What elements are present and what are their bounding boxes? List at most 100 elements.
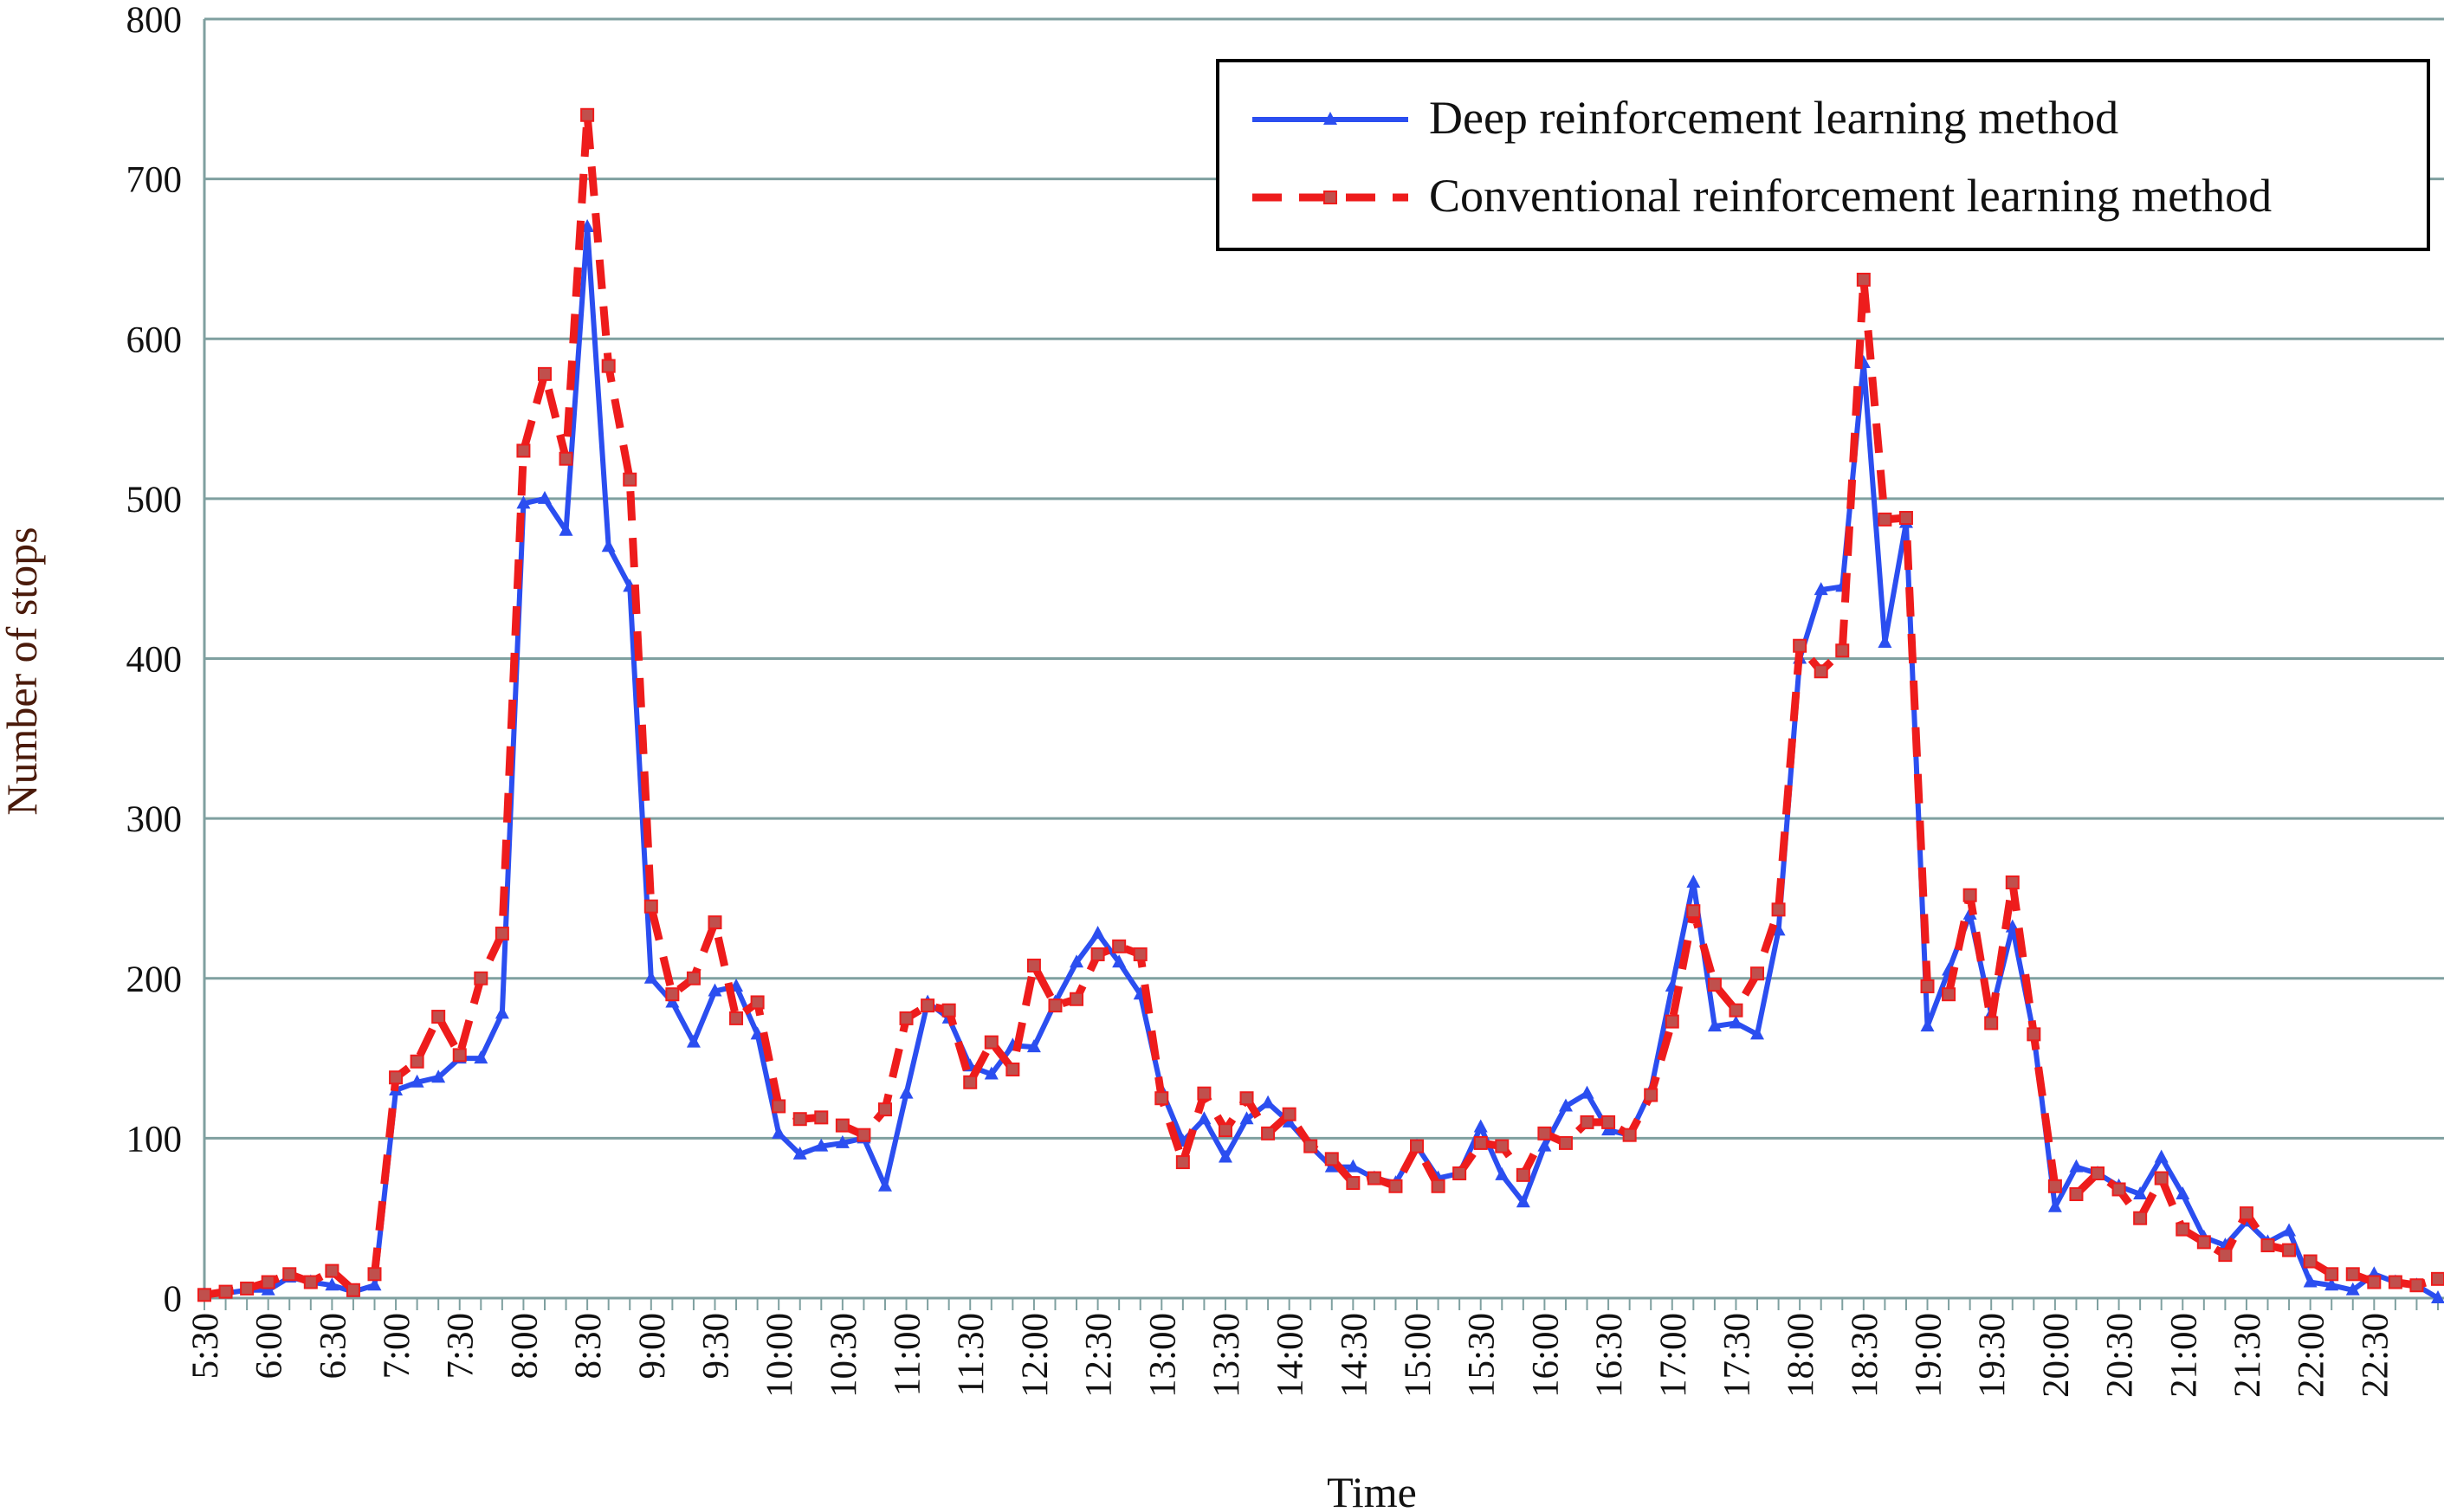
point-marker xyxy=(601,359,616,373)
y-tick-label: 300 xyxy=(126,799,183,840)
x-tick-label: 18:30 xyxy=(1845,1313,1885,1398)
point-marker xyxy=(2324,1277,2339,1291)
x-tick-label: 6:30 xyxy=(313,1313,353,1379)
point-marker xyxy=(1558,1135,1573,1150)
point-marker xyxy=(1070,954,1084,968)
point-marker xyxy=(2388,1275,2402,1289)
point-marker xyxy=(1197,1111,1212,1125)
x-tick-label: 14:30 xyxy=(1334,1313,1374,1398)
y-tick-label: 100 xyxy=(126,1119,183,1160)
point-marker xyxy=(1707,1018,1722,1032)
point-marker xyxy=(792,1112,807,1127)
x-tick-label: 5:30 xyxy=(185,1313,226,1379)
legend-label: Deep reinforcement learning method xyxy=(1429,92,2118,144)
point-marker xyxy=(1005,1062,1020,1076)
point-marker xyxy=(1218,1149,1232,1163)
point-marker xyxy=(1261,1095,1276,1108)
point-marker xyxy=(1323,112,1337,125)
point-marker xyxy=(1431,1179,1445,1193)
legend-box xyxy=(1216,59,2430,251)
point-marker xyxy=(1878,512,1892,527)
point-marker xyxy=(474,1050,488,1064)
point-marker xyxy=(303,1275,318,1289)
point-marker xyxy=(1942,987,1956,1002)
point-marker xyxy=(1175,1155,1190,1170)
x-tick-label: 21:30 xyxy=(2227,1313,2268,1398)
series-line xyxy=(204,111,2440,1299)
point-marker xyxy=(2431,1271,2444,1286)
legend-label: Conventional reinforcement learning meth… xyxy=(1429,170,2272,222)
point-marker xyxy=(1218,1123,1232,1138)
point-marker xyxy=(1729,1003,1743,1018)
point-marker xyxy=(1856,272,1871,287)
point-marker xyxy=(1580,1085,1594,1099)
point-marker xyxy=(1197,1086,1212,1101)
point-marker xyxy=(2069,1159,2084,1173)
point-marker xyxy=(2324,1267,2339,1282)
point-marker xyxy=(516,495,531,509)
point-marker xyxy=(1090,926,1105,940)
x-tick-label: 13:30 xyxy=(1206,1313,1247,1398)
x-tick-label: 16:00 xyxy=(1525,1313,1566,1398)
x-tick-label: 11:30 xyxy=(951,1313,992,1396)
point-marker xyxy=(2154,1171,2169,1186)
point-marker xyxy=(1026,1039,1041,1053)
point-marker xyxy=(1984,1016,1999,1031)
point-marker xyxy=(2218,1248,2233,1263)
point-marker xyxy=(772,1125,786,1139)
point-marker xyxy=(1346,1159,1361,1173)
point-marker xyxy=(2047,1199,2062,1212)
x-tick-label: 15:00 xyxy=(1398,1313,1439,1398)
y-tick-label: 600 xyxy=(126,320,183,360)
point-marker xyxy=(495,927,509,941)
point-marker xyxy=(835,1118,850,1133)
point-marker xyxy=(792,1146,807,1160)
y-axis-title: Number of stops xyxy=(0,527,46,815)
point-marker xyxy=(1026,958,1041,972)
point-marker xyxy=(2303,1274,2318,1288)
point-marker xyxy=(346,1283,360,1297)
point-marker xyxy=(325,1263,339,1278)
point-marker xyxy=(984,1035,999,1050)
point-marker xyxy=(1324,1152,1339,1166)
point-marker xyxy=(772,1099,786,1114)
x-tick-label: 17:30 xyxy=(1717,1313,1757,1398)
point-marker xyxy=(921,998,935,1013)
point-marker xyxy=(2367,1275,2382,1289)
point-marker xyxy=(1707,978,1722,992)
point-marker xyxy=(1367,1171,1381,1186)
point-marker xyxy=(835,1134,850,1148)
point-marker xyxy=(2091,1166,2105,1180)
point-marker xyxy=(1686,874,1701,888)
x-tick-label: 18:00 xyxy=(1781,1313,1821,1398)
point-marker xyxy=(1495,1166,1510,1180)
point-marker xyxy=(2282,1243,2297,1257)
point-marker xyxy=(877,1178,892,1192)
point-marker xyxy=(1239,1091,1254,1106)
point-marker xyxy=(1729,1015,1743,1029)
point-marker xyxy=(941,1003,956,1018)
point-marker xyxy=(1580,1115,1594,1129)
point-marker xyxy=(1303,1139,1318,1153)
x-tick-label: 15:30 xyxy=(1462,1313,1503,1398)
point-marker xyxy=(474,971,488,985)
point-marker xyxy=(1261,1126,1276,1140)
point-marker xyxy=(367,1277,382,1291)
point-marker xyxy=(559,522,573,536)
point-marker xyxy=(1537,1126,1552,1140)
point-marker xyxy=(2154,1149,2169,1163)
x-tick-label: 13:00 xyxy=(1142,1313,1183,1398)
point-marker xyxy=(623,472,637,487)
point-marker xyxy=(1495,1139,1510,1153)
point-marker xyxy=(1558,1098,1573,1112)
point-marker xyxy=(2239,1206,2253,1221)
point-marker xyxy=(899,1011,914,1025)
point-marker xyxy=(282,1267,297,1282)
x-tick-label: 20:30 xyxy=(2100,1313,2141,1398)
point-marker xyxy=(1601,1115,1616,1129)
point-marker xyxy=(814,1110,829,1125)
point-marker xyxy=(1070,992,1084,1006)
y-tick-label: 400 xyxy=(126,640,183,681)
point-marker xyxy=(1750,966,1765,981)
point-marker xyxy=(1644,1088,1658,1102)
